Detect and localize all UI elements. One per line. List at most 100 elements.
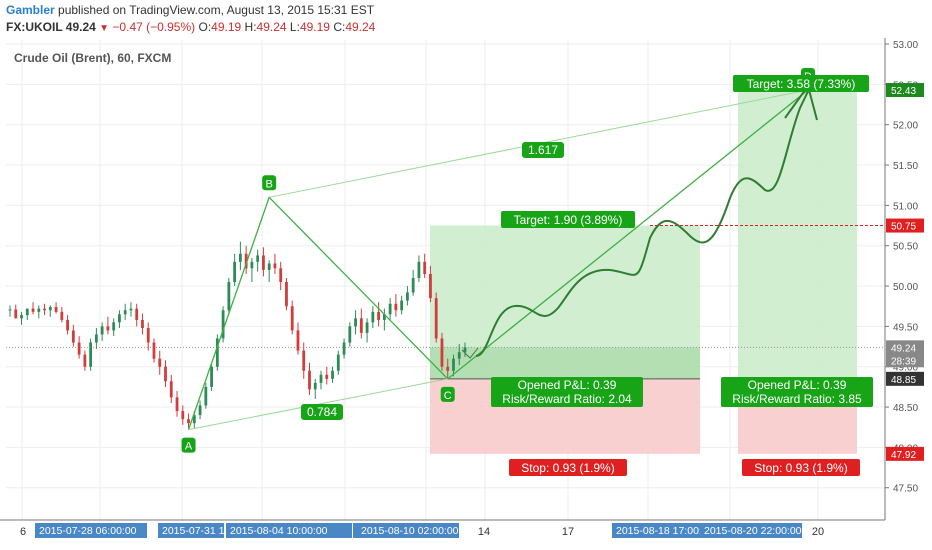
candle-body bbox=[417, 261, 421, 278]
target-label-box bbox=[501, 211, 635, 228]
down-arrow-icon: ▼ bbox=[99, 23, 110, 34]
candle-body bbox=[342, 342, 346, 355]
pnl-label: Opened P&L: 0.39 bbox=[748, 378, 847, 392]
candle-body bbox=[94, 334, 98, 343]
price-axis-background bbox=[885, 38, 932, 550]
time-tick-label: 6 bbox=[20, 526, 26, 538]
candle-body bbox=[221, 310, 225, 339]
candle-body bbox=[129, 308, 133, 311]
candle-body bbox=[365, 322, 369, 333]
chart-header: Gambler published on TradingView.com, Au… bbox=[0, 0, 932, 38]
pattern-point-marker bbox=[440, 386, 455, 402]
price-marker-label: 52.43 bbox=[891, 86, 916, 97]
target-zone bbox=[738, 90, 857, 379]
time-tick-label: 17 bbox=[562, 526, 574, 538]
stop-label-box bbox=[509, 459, 627, 476]
ratio-box bbox=[522, 142, 564, 158]
open-pnl-zone bbox=[430, 347, 700, 379]
high-label: H: bbox=[244, 20, 257, 34]
last-price: 49.24 bbox=[65, 20, 96, 34]
price-marker bbox=[886, 371, 924, 386]
entry-sketch bbox=[461, 347, 479, 359]
candle-body bbox=[123, 310, 127, 315]
time-label: 2015-07-28 06:00:00 bbox=[39, 525, 137, 537]
author-link[interactable]: Gambler bbox=[6, 3, 55, 17]
candle-body bbox=[313, 382, 317, 390]
price-marker-label: 48.85 bbox=[891, 375, 916, 386]
time-label-box bbox=[357, 523, 459, 538]
candle-body bbox=[411, 277, 415, 293]
stop-label: Stop: 0.93 (1.9%) bbox=[754, 461, 847, 475]
candle-body bbox=[100, 326, 104, 335]
price-marker bbox=[886, 446, 924, 461]
symbol-name[interactable]: FX:UKOIL bbox=[6, 20, 63, 34]
candle-body bbox=[210, 366, 213, 387]
price-marker bbox=[886, 340, 924, 355]
pattern-point-label: A bbox=[185, 441, 193, 453]
candle-body bbox=[187, 419, 190, 424]
candle-body bbox=[175, 397, 179, 412]
published-text: published on TradingView.com, August 13,… bbox=[58, 3, 375, 17]
price-tick-label: 49.50 bbox=[893, 322, 918, 333]
time-label-box bbox=[226, 523, 352, 538]
candle-body bbox=[135, 308, 139, 320]
candle-body bbox=[348, 326, 352, 343]
candle-body bbox=[158, 358, 162, 367]
candle-body bbox=[118, 314, 121, 323]
candle-body bbox=[319, 374, 323, 383]
candle-body bbox=[89, 342, 93, 367]
candle-body bbox=[354, 318, 357, 327]
pattern-point-label: B bbox=[266, 178, 273, 190]
candle-body bbox=[325, 374, 329, 379]
candle-body bbox=[233, 261, 237, 283]
pnl-box bbox=[721, 377, 873, 407]
time-label: 2015-08-18 17:00: bbox=[616, 525, 702, 537]
pnl-label: Opened P&L: 0.39 bbox=[518, 378, 617, 392]
candle-body bbox=[54, 307, 58, 312]
candle-body bbox=[336, 354, 340, 371]
price-tick-label: 51.00 bbox=[893, 201, 918, 212]
time-label-box bbox=[158, 523, 224, 538]
candle-body bbox=[388, 303, 392, 315]
candle-body bbox=[169, 381, 173, 398]
candle-body bbox=[164, 366, 167, 382]
candle-body bbox=[83, 354, 87, 367]
price-marker bbox=[886, 218, 924, 233]
target-label: Target: 3.58 (7.33%) bbox=[747, 77, 856, 91]
candle-body bbox=[285, 282, 288, 307]
price-change: −0.47 (−0.95%) bbox=[112, 20, 196, 34]
open-label: O: bbox=[198, 20, 212, 34]
candle-body bbox=[227, 282, 231, 311]
position-labels: Target: 1.90 (3.89%) Target: 3.58 (7.33%)… bbox=[491, 75, 873, 476]
candle-body bbox=[146, 328, 150, 343]
target-label-box bbox=[733, 75, 869, 92]
candle-body bbox=[440, 338, 444, 367]
candle-body bbox=[8, 309, 12, 311]
candle-body bbox=[463, 347, 467, 353]
candle-body bbox=[43, 308, 46, 311]
candle-body bbox=[112, 322, 116, 331]
candle-body bbox=[308, 370, 311, 390]
candle-body bbox=[106, 326, 110, 331]
price-axis[interactable]: 47.5048.0048.5049.0049.5050.0050.5051.00… bbox=[884, 38, 932, 550]
projection-curve bbox=[475, 82, 813, 357]
ratio-label: 1.617 bbox=[528, 143, 558, 157]
candle-body bbox=[204, 386, 208, 406]
price-tick-label: 47.50 bbox=[893, 484, 918, 495]
close-value: 49.24 bbox=[345, 20, 376, 34]
candle-body bbox=[452, 358, 455, 371]
price-tick-label: 48.50 bbox=[893, 403, 918, 414]
time-tick-label: 20 bbox=[812, 526, 824, 538]
time-label-box bbox=[612, 523, 710, 538]
candle-body bbox=[377, 311, 381, 320]
ratio-box bbox=[301, 404, 343, 420]
candle-body bbox=[71, 330, 75, 343]
candle-body bbox=[198, 405, 202, 416]
time-label: 2015-07-31 1: bbox=[162, 525, 227, 537]
close-label: C: bbox=[333, 20, 346, 34]
candle-body bbox=[141, 319, 144, 328]
pattern-point-label: C bbox=[444, 390, 452, 402]
candle-body bbox=[20, 315, 23, 319]
